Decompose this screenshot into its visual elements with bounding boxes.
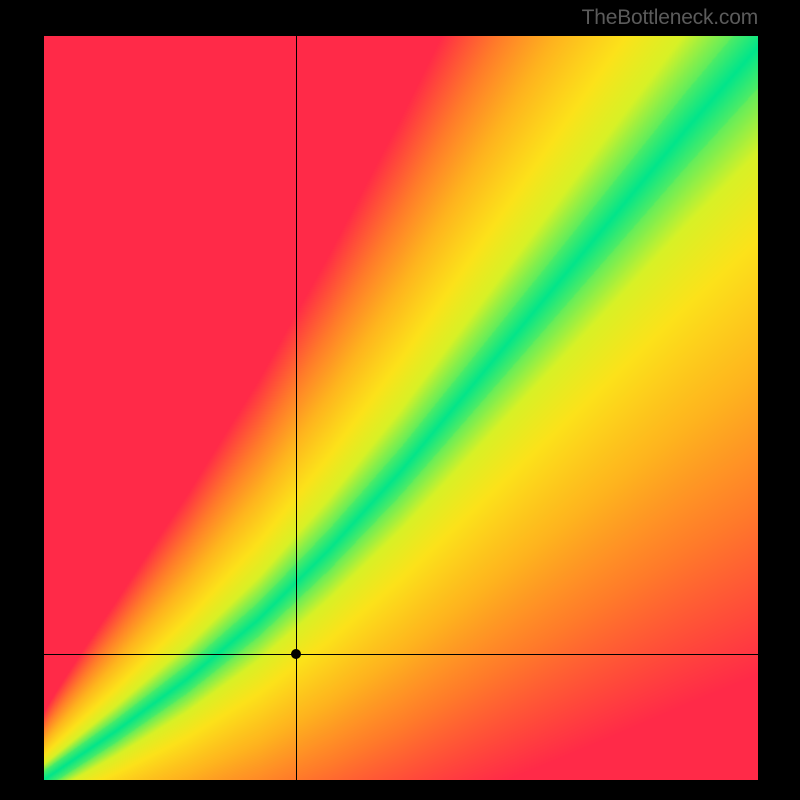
heatmap-canvas [44,36,758,780]
bottleneck-heatmap [44,36,758,780]
crosshair-horizontal [44,654,758,655]
attribution-text: TheBottleneck.com [582,6,758,30]
crosshair-marker [291,649,301,659]
crosshair-vertical [296,36,297,780]
